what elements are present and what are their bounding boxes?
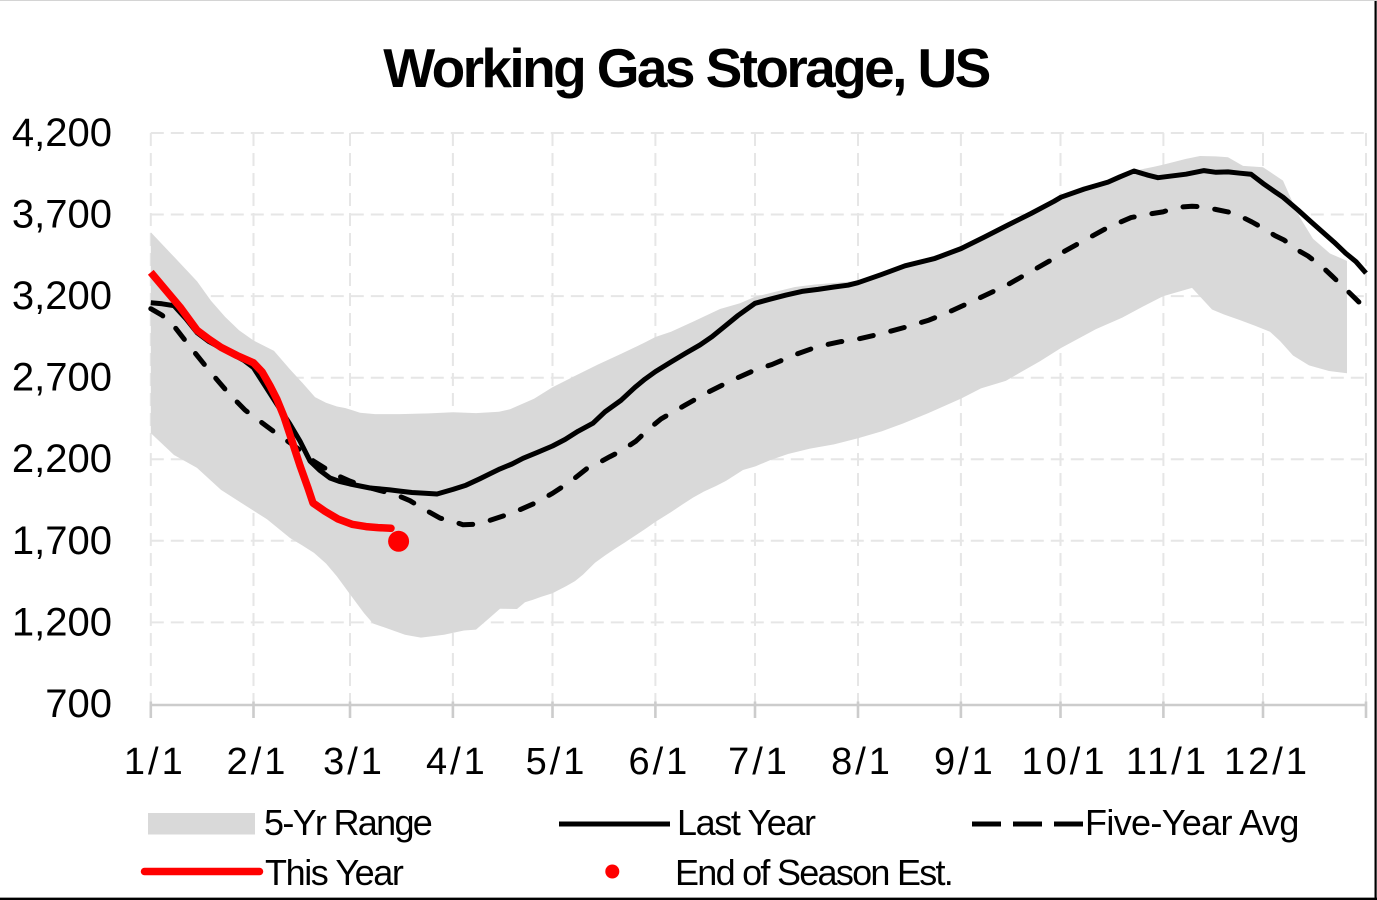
svg-text:5/1: 5/1 xyxy=(526,741,588,783)
svg-text:10/1: 10/1 xyxy=(1022,741,1108,783)
svg-text:2,700: 2,700 xyxy=(12,356,112,400)
svg-text:2,200: 2,200 xyxy=(12,437,112,481)
svg-text:3,200: 3,200 xyxy=(12,274,112,318)
svg-text:1,700: 1,700 xyxy=(12,519,112,563)
svg-text:2/1: 2/1 xyxy=(227,741,289,783)
svg-text:End of Season Est.: End of Season Est. xyxy=(675,852,952,893)
svg-text:Five-Year Avg: Five-Year Avg xyxy=(1085,802,1299,843)
svg-text:4/1: 4/1 xyxy=(426,741,488,783)
svg-text:Last Year: Last Year xyxy=(677,802,816,843)
svg-text:1/1: 1/1 xyxy=(124,741,186,783)
svg-text:3/1: 3/1 xyxy=(323,741,385,783)
svg-text:700: 700 xyxy=(45,682,112,726)
svg-text:5-Yr Range: 5-Yr Range xyxy=(264,802,432,843)
svg-text:This Year: This Year xyxy=(265,852,404,893)
svg-text:1,200: 1,200 xyxy=(12,600,112,644)
svg-text:Working Gas Storage, US: Working Gas Storage, US xyxy=(383,37,989,99)
svg-text:12/1: 12/1 xyxy=(1224,741,1310,783)
svg-text:3,700: 3,700 xyxy=(12,193,112,237)
svg-text:4,200: 4,200 xyxy=(12,111,112,155)
svg-text:8/1: 8/1 xyxy=(831,741,893,783)
svg-text:9/1: 9/1 xyxy=(934,741,996,783)
svg-text:6/1: 6/1 xyxy=(628,741,690,783)
svg-text:11/1: 11/1 xyxy=(1126,741,1209,783)
svg-text:7/1: 7/1 xyxy=(728,741,790,783)
